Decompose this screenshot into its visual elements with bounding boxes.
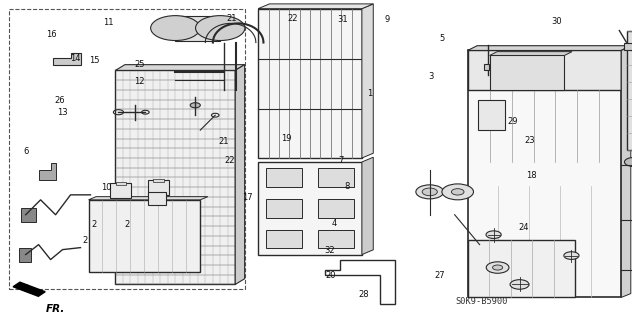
Text: 30: 30 [551, 17, 562, 26]
Bar [89, 200, 200, 271]
Text: 15: 15 [89, 56, 99, 65]
Bar [153, 179, 163, 182]
Bar [318, 168, 354, 187]
Circle shape [451, 189, 464, 195]
Bar [258, 9, 362, 158]
Text: 23: 23 [525, 136, 536, 145]
Polygon shape [362, 4, 373, 158]
Polygon shape [89, 197, 208, 200]
Circle shape [190, 103, 200, 108]
Polygon shape [258, 4, 373, 9]
Text: 31: 31 [338, 15, 348, 24]
Text: 26: 26 [54, 96, 65, 105]
Text: 29: 29 [507, 117, 518, 126]
Bar [266, 199, 302, 218]
Bar [318, 199, 354, 218]
Text: 5: 5 [439, 34, 444, 43]
Text: 10: 10 [101, 183, 112, 192]
Bar [148, 180, 168, 195]
Text: 21: 21 [226, 14, 237, 23]
Circle shape [564, 252, 579, 260]
Text: 19: 19 [282, 134, 292, 143]
Polygon shape [362, 157, 373, 255]
Circle shape [422, 188, 437, 196]
Polygon shape [622, 47, 631, 297]
Polygon shape [115, 65, 244, 70]
Text: 3: 3 [429, 72, 434, 81]
Text: 7: 7 [338, 156, 343, 165]
Bar [9, 9, 245, 289]
Bar [266, 230, 302, 248]
Bar [148, 192, 166, 205]
Text: 32: 32 [324, 246, 334, 255]
Text: S0K9-B5900: S0K9-B5900 [456, 297, 508, 306]
Circle shape [416, 185, 444, 199]
Bar [110, 182, 130, 198]
FancyArrow shape [13, 282, 45, 296]
Circle shape [442, 184, 473, 200]
Text: 14: 14 [70, 53, 80, 62]
Text: 4: 4 [332, 219, 337, 228]
Polygon shape [53, 53, 80, 65]
Bar [175, 16, 220, 41]
Bar [115, 70, 235, 284]
Bar [484, 64, 489, 70]
Bar [624, 44, 633, 51]
Bar [266, 168, 302, 187]
Bar [468, 51, 622, 90]
Bar [489, 55, 565, 90]
Polygon shape [18, 248, 30, 261]
Text: 27: 27 [434, 271, 445, 280]
Text: 2: 2 [125, 220, 130, 229]
Bar [468, 240, 575, 297]
Polygon shape [21, 208, 35, 222]
Bar [627, 31, 633, 150]
Text: 24: 24 [518, 223, 529, 232]
Polygon shape [622, 46, 631, 90]
Text: 13: 13 [57, 108, 68, 117]
Text: 11: 11 [103, 19, 113, 28]
Polygon shape [235, 65, 244, 284]
Polygon shape [489, 52, 572, 55]
Text: 9: 9 [385, 15, 390, 24]
Text: 8: 8 [344, 182, 349, 191]
Circle shape [510, 280, 529, 289]
Text: 6: 6 [23, 147, 28, 156]
Text: 2: 2 [92, 220, 97, 229]
Bar [318, 230, 354, 248]
Circle shape [486, 231, 501, 238]
Text: 2: 2 [82, 236, 87, 245]
Polygon shape [39, 163, 56, 180]
Bar [468, 51, 622, 297]
Text: 22: 22 [287, 14, 298, 23]
Circle shape [492, 265, 503, 270]
Text: 16: 16 [46, 30, 56, 39]
Circle shape [625, 157, 633, 166]
Text: 28: 28 [358, 290, 369, 299]
Text: FR.: FR. [46, 304, 66, 314]
Bar [115, 182, 125, 185]
Circle shape [486, 262, 509, 273]
Polygon shape [468, 46, 631, 51]
Bar [258, 162, 362, 255]
Text: 12: 12 [134, 77, 145, 86]
Circle shape [151, 16, 200, 41]
Text: 22: 22 [225, 156, 235, 164]
Text: 18: 18 [526, 172, 537, 180]
Circle shape [196, 16, 245, 41]
Text: 20: 20 [325, 271, 335, 280]
Text: 1: 1 [368, 89, 373, 98]
Text: 25: 25 [134, 60, 145, 69]
Text: 17: 17 [242, 193, 253, 202]
Text: 21: 21 [218, 137, 229, 146]
Bar [478, 100, 505, 130]
